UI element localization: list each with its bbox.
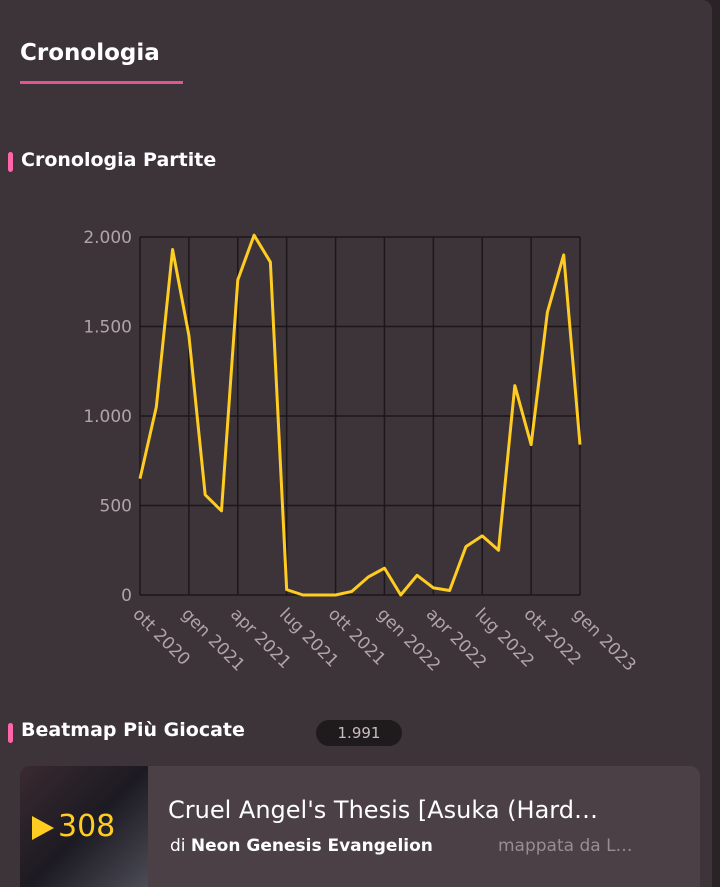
y-tick-label: 1.000	[83, 407, 132, 427]
count-badge: 1.991	[316, 720, 402, 746]
mapper: mappata da L…	[498, 836, 633, 856]
beatmap-card[interactable]: 308 Cruel Angel's Thesis [Asuka (Hard… d…	[20, 766, 700, 887]
y-tick-label: 2.000	[83, 228, 132, 248]
y-tick-label: 500	[100, 497, 132, 517]
section-bar	[8, 152, 13, 172]
by-word: di	[170, 836, 186, 856]
play-count: 308	[58, 809, 116, 844]
data-line	[138, 233, 582, 597]
section-bar	[8, 723, 13, 743]
section-title: Cronologia Partite	[21, 149, 217, 171]
tab-underline	[20, 81, 183, 84]
y-tick-label: 0	[121, 586, 132, 606]
section-title: Beatmap Più Giocate	[21, 719, 245, 741]
beatmap-cover: 308	[20, 766, 148, 887]
x-tick-label: gen 2023	[568, 604, 639, 675]
artist: Neon Genesis Evangelion	[190, 836, 433, 856]
beatmap-title: Cruel Angel's Thesis [Asuka (Hard…	[168, 796, 598, 824]
tab-title[interactable]: Cronologia	[20, 40, 160, 66]
beatmap-by: di Neon Genesis Evangelion	[170, 836, 433, 856]
y-tick-label: 1.500	[83, 318, 132, 338]
play-icon	[32, 816, 54, 840]
